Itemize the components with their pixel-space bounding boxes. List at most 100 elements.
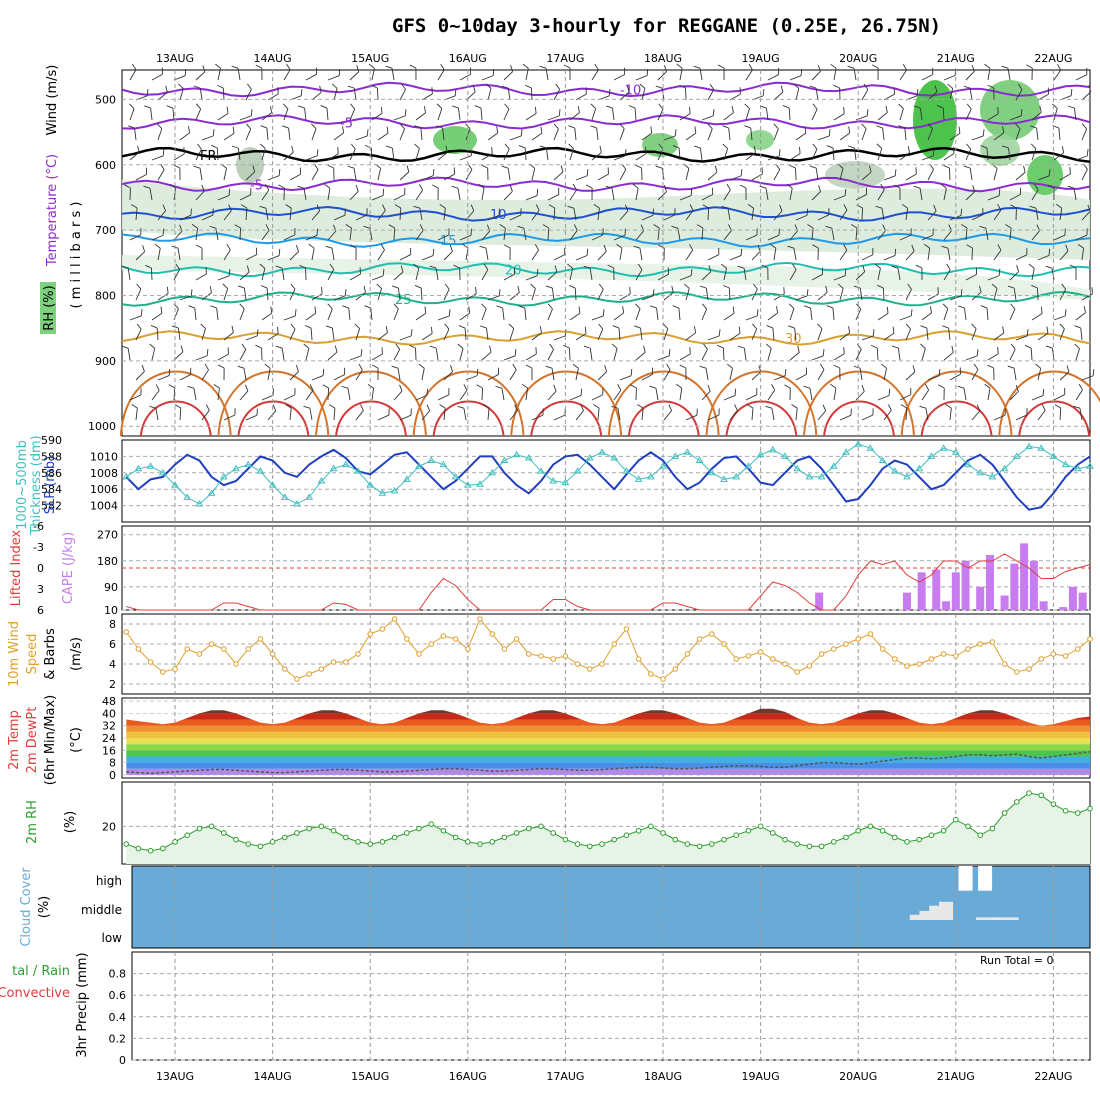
wind-barb xyxy=(707,83,715,101)
rh2m-point xyxy=(1062,808,1069,814)
barb-flag xyxy=(779,204,783,212)
wind-barb xyxy=(881,363,888,381)
wind-barb xyxy=(413,263,420,281)
wind-barb xyxy=(839,408,852,421)
barb-staff xyxy=(553,128,559,141)
barb-flag xyxy=(1045,265,1053,269)
barb-staff xyxy=(641,214,654,221)
t2m-label-c: (6hr Min/Max) xyxy=(43,695,58,785)
wind-barb xyxy=(437,228,450,241)
barb-flag xyxy=(1026,408,1028,415)
barb-flag xyxy=(1088,85,1092,92)
barb-flag xyxy=(1064,309,1067,316)
barb-staff xyxy=(679,275,692,281)
wind-barb xyxy=(745,228,758,241)
barb-flag xyxy=(143,185,151,189)
barb-flag xyxy=(894,248,897,256)
wind-barb xyxy=(531,408,544,421)
barb-flag xyxy=(260,285,268,289)
wind-barb xyxy=(542,224,550,241)
barb-flag xyxy=(300,89,303,96)
wind-barb xyxy=(971,404,981,421)
barb-staff xyxy=(355,328,361,341)
wind-barb xyxy=(945,404,952,421)
wind-point xyxy=(831,646,837,652)
wind-barb xyxy=(217,364,225,381)
wind-barb xyxy=(899,63,907,81)
barb-flag xyxy=(892,326,895,334)
barb-staff xyxy=(701,308,708,321)
slp-tick: 1010 xyxy=(90,450,118,463)
barb-flag xyxy=(997,107,999,114)
wind-barb xyxy=(1059,323,1065,341)
barb-flag xyxy=(1015,123,1021,130)
barb-flag xyxy=(1081,123,1087,130)
wind-point xyxy=(587,666,593,672)
barb-staff xyxy=(267,255,280,261)
wind-barb xyxy=(193,85,203,101)
barb-staff xyxy=(503,71,513,81)
barb-flag xyxy=(410,329,413,336)
barb-flag xyxy=(376,283,382,289)
barb-staff xyxy=(173,153,185,161)
wind-barb xyxy=(437,309,451,321)
wind-barb xyxy=(965,143,972,161)
barb-staff xyxy=(327,308,333,321)
barb-staff xyxy=(177,328,181,341)
wind-barb xyxy=(457,343,464,361)
wind-barb xyxy=(195,349,209,361)
barb-flag xyxy=(728,224,732,231)
wind-barb xyxy=(239,343,247,361)
barb-flag xyxy=(933,204,937,212)
barb-staff xyxy=(723,230,732,241)
wind-point xyxy=(672,666,679,672)
barb-flag xyxy=(1092,369,1095,376)
barb-staff xyxy=(1031,395,1044,401)
barb-flag xyxy=(856,303,862,310)
wind-barb xyxy=(1059,283,1067,301)
barb-staff xyxy=(596,128,599,141)
barb-staff xyxy=(745,234,758,241)
wind-barb xyxy=(637,404,644,421)
barb-flag xyxy=(470,204,475,212)
barb-staff xyxy=(773,169,781,181)
barb-flag xyxy=(979,225,987,229)
wind10-label-a: 10m Wind xyxy=(7,621,22,687)
barb-flag xyxy=(193,165,201,169)
wind-barb xyxy=(299,264,307,281)
barb-staff xyxy=(503,148,510,161)
barb-staff xyxy=(921,312,932,321)
wind-barb xyxy=(1015,408,1028,421)
barb-flag xyxy=(131,204,138,209)
barb-staff xyxy=(437,69,445,81)
wind-point xyxy=(843,641,849,647)
wind-barb xyxy=(817,323,823,341)
barb-flag xyxy=(938,368,941,376)
wind-barb xyxy=(761,264,769,281)
rh2m-point xyxy=(440,827,447,834)
wind-point xyxy=(428,641,435,647)
wind-barb xyxy=(795,289,809,301)
wind-barb xyxy=(987,346,999,361)
barb-staff xyxy=(135,328,142,341)
wind-barb xyxy=(817,208,830,221)
thick-point xyxy=(805,472,814,480)
barb-staff xyxy=(157,92,168,101)
thick-point xyxy=(280,493,289,500)
barb-staff xyxy=(481,188,485,201)
barb-flag xyxy=(972,185,976,192)
wind-barb xyxy=(1028,263,1035,281)
wind-barb xyxy=(259,205,269,221)
wind-barb xyxy=(723,224,732,241)
barb-flag xyxy=(168,368,171,376)
wind-barb xyxy=(545,285,555,301)
wind-barb xyxy=(443,283,450,301)
date-label-bottom: 19AUG xyxy=(742,1070,780,1083)
barb-flag xyxy=(560,165,564,173)
wind-barb xyxy=(830,383,837,401)
wind-barb xyxy=(1009,384,1019,401)
wind-barb xyxy=(501,165,511,181)
barb-staff xyxy=(1030,347,1033,361)
wind-barb xyxy=(223,126,235,141)
